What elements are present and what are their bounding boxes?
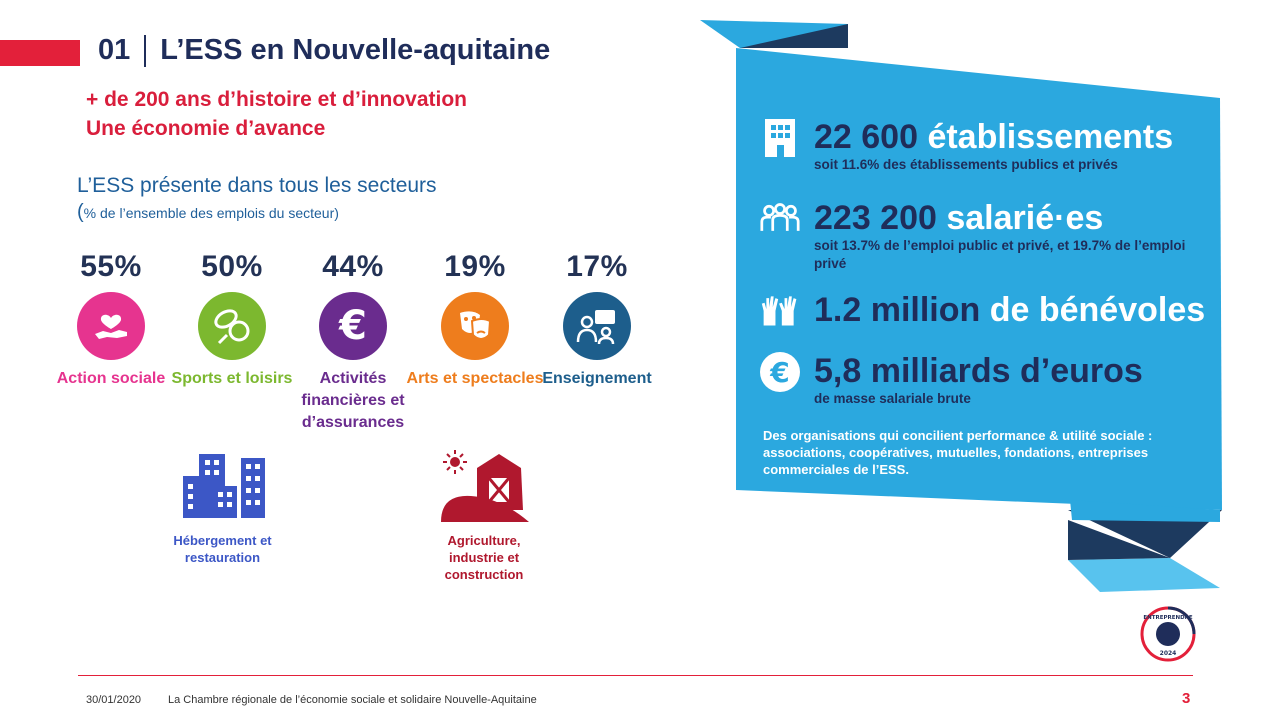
subtitle-line-1: + de 200 ans d’histoire et d’innovation — [86, 88, 468, 111]
sector-hebergement-label: Hébergement et restauration — [173, 533, 272, 565]
sector-percent: 44% — [322, 250, 384, 283]
sector-activites-financieres: 44% € Activités financières et d’assuran… — [283, 250, 423, 434]
sector-label: Sports et loisirs — [171, 370, 293, 387]
theater-masks-icon — [441, 292, 509, 360]
page-title: 01 L’ESS en Nouvelle-aquitaine — [98, 34, 550, 67]
sector-percent: 19% — [444, 250, 506, 283]
stat-benevoles: 1.2 million de bénévoles — [760, 290, 1205, 330]
sector-label: Arts et spectacles — [406, 370, 544, 387]
people-icon — [760, 199, 800, 239]
barn-icon — [441, 450, 529, 529]
sector-enseignement: 17% Enseignement — [527, 250, 667, 390]
svg-text:ENTREPRENDRE: ENTREPRENDRE — [1143, 615, 1193, 621]
sector-percent: 55% — [80, 250, 142, 283]
euro-circle-icon: € — [760, 352, 800, 392]
entreprendre-2024-logo: ENTREPRENDRE 2024 — [1140, 606, 1196, 667]
section-number: 01 — [98, 34, 131, 66]
panel-note: Des organisations qui concilient perform… — [763, 428, 1153, 477]
sports-balls-icon — [198, 292, 266, 360]
stat-sub: de masse salariale brute — [814, 391, 971, 406]
title-divider — [144, 34, 147, 67]
sector-label: Activités financières et d’assurances — [301, 370, 405, 431]
sector-label: Action sociale — [56, 370, 166, 387]
stat-masse-salariale: € 5,8 milliards d’euros de masse salaria… — [760, 352, 1143, 408]
subtitle-line-2: Une économie d’avance — [86, 117, 326, 140]
title-text: L’ESS en Nouvelle-aquitaine — [160, 34, 551, 66]
sector-arts-spectacles: 19% Arts et spectacles — [405, 250, 545, 390]
sector-percent: 50% — [201, 250, 263, 283]
page-number: 3 — [1182, 690, 1191, 707]
footer-divider — [78, 675, 1193, 676]
stat-salaries: 223 200 salarié·es soit 13.7% de l’emplo… — [760, 199, 1194, 273]
svg-text:2024: 2024 — [1160, 650, 1177, 657]
footer-organization: La Chambre régionale de l’économie socia… — [168, 694, 537, 706]
buildings-icon — [183, 452, 267, 523]
sectors-title: L’ESS présente dans tous les secteurs — [77, 174, 437, 197]
building-icon — [760, 118, 800, 158]
sector-percent: 17% — [566, 250, 628, 283]
sector-action-sociale: 55% Action sociale — [41, 250, 181, 390]
raised-hands-icon — [760, 290, 800, 330]
euro-icon: € — [319, 292, 387, 360]
stat-sub: soit 13.7% de l’emploi public et privé, … — [814, 238, 1186, 271]
teaching-icon — [563, 292, 631, 360]
stat-etablissements: 22 600 établissements soit 11.6% des éta… — [760, 118, 1173, 174]
heart-hand-icon — [77, 292, 145, 360]
sector-label: Enseignement — [542, 370, 652, 387]
footer-date: 30/01/2020 — [86, 694, 142, 706]
sectors-note: (% de l’ensemble des emplois du secteur) — [77, 201, 339, 223]
stat-sub: soit 11.6% des établissements publics et… — [814, 157, 1118, 172]
sector-agriculture-label: Agriculture, industrie et construction — [444, 533, 524, 582]
sector-sports-loisirs: 50% Sports et loisirs — [162, 250, 302, 390]
accent-bar — [0, 40, 80, 66]
stats-panel-background — [700, 20, 1222, 592]
